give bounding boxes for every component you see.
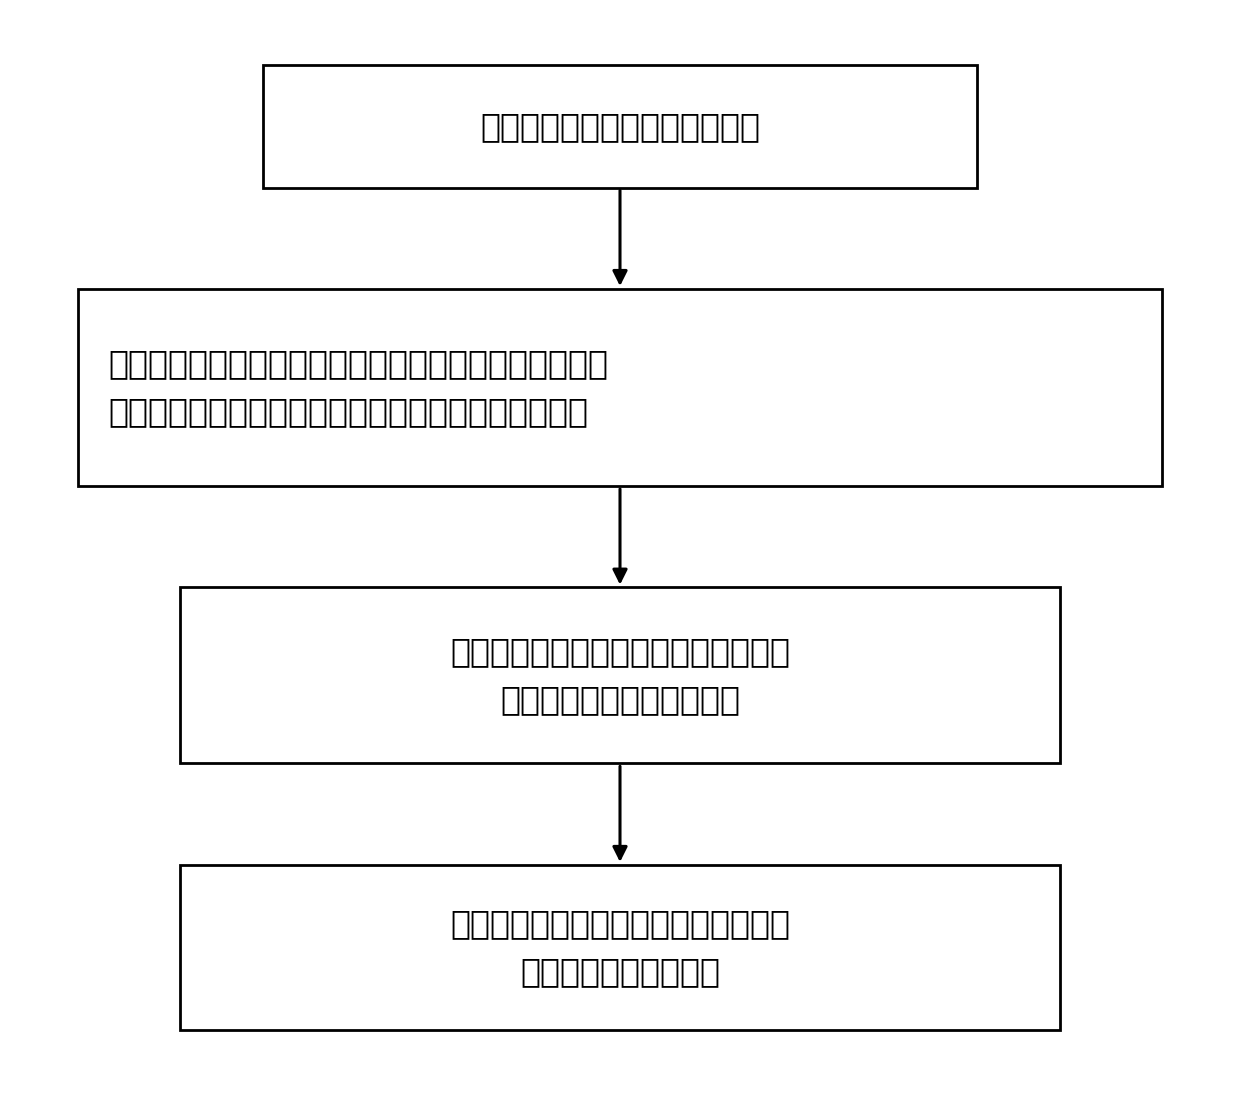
FancyBboxPatch shape — [180, 588, 1060, 763]
Text: 通过高位水箱提供消防水水源；: 通过高位水箱提供消防水水源； — [480, 110, 760, 142]
Text: 在每一所述输送泵上连接至少两路临时
电源以提供冗余电源。: 在每一所述输送泵上连接至少两路临时 电源以提供冗余电源。 — [450, 907, 790, 989]
Text: 通过临时管道将所述高位水箱分别连接至安全壳喷淋系统
和核岛消防系统的管线上，以将消防水引入安全壳内；: 通过临时管道将所述高位水箱分别连接至安全壳喷淋系统 和核岛消防系统的管线上，以将… — [108, 347, 608, 429]
FancyBboxPatch shape — [78, 289, 1162, 487]
Text: 在所述临时管道上设置至少两台并联连
接的输送泵以输送消防水；: 在所述临时管道上设置至少两台并联连 接的输送泵以输送消防水； — [450, 634, 790, 717]
FancyBboxPatch shape — [263, 64, 977, 188]
FancyBboxPatch shape — [180, 864, 1060, 1030]
